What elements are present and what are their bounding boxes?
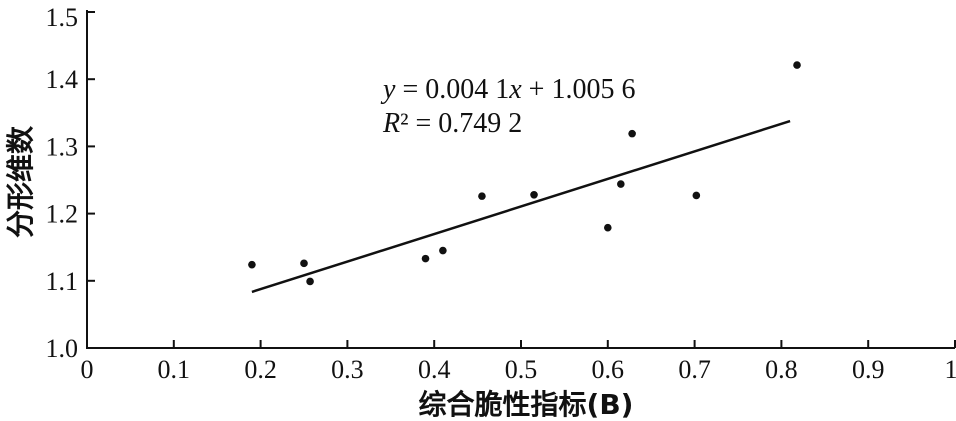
- data-point-5: [439, 246, 447, 255]
- x-tick-label: 0.1: [158, 355, 191, 384]
- x-tick-label: 0.3: [331, 355, 364, 384]
- data-point-11: [692, 191, 701, 200]
- equation-intercept-text: + 1.005 6: [522, 74, 636, 105]
- x-tick-label: 0.9: [852, 355, 885, 384]
- data-point-4: [421, 254, 430, 263]
- r-squared-symbol: R: [382, 108, 400, 139]
- trendline-group: [251, 119, 791, 294]
- data-point-8: [604, 223, 612, 232]
- regression-equation: y = 0.004 1x + 1.005 6: [380, 74, 635, 105]
- data-point-2: [300, 259, 308, 268]
- data-point-7: [530, 190, 538, 199]
- data-points: [248, 61, 801, 286]
- x-tick-label: 0.6: [592, 355, 625, 384]
- data-point-1: [248, 260, 256, 269]
- y-tick-label: 1.2: [46, 200, 79, 229]
- data-point-10: [628, 129, 636, 138]
- x-tick-label: 0.8: [765, 355, 798, 384]
- y-tick-label: 1.0: [46, 334, 79, 363]
- y-axis-ticks: 1.0 1.1 1.2 1.3 1.4 1.5: [46, 3, 95, 363]
- data-point-12: [793, 61, 801, 69]
- x-axis-title: 综合脆性指标(B): [419, 388, 634, 421]
- x-axis-ticks: 0 0.1 0.2 0.3 0.4 0.5 0.6 0.7 0.8 0.9 1: [81, 340, 956, 384]
- r-squared-value: ² = 0.749 2: [400, 108, 522, 139]
- y-tick-label: 1.5: [46, 3, 79, 32]
- equation-slope-text: = 0.004 1: [395, 74, 509, 105]
- x-tick-label: 0.5: [505, 355, 538, 384]
- x-tick-label: 0.2: [244, 355, 277, 384]
- y-tick-label: 1.4: [46, 65, 79, 94]
- y-tick-label: 1.1: [46, 267, 79, 296]
- x-tick-label: 0.4: [418, 355, 451, 384]
- equation-x-symbol: x: [508, 74, 522, 105]
- data-point-9: [617, 180, 625, 188]
- x-tick-label: 1: [945, 355, 956, 384]
- trend-line: [251, 119, 791, 294]
- r-squared-annotation: R² = 0.749 2: [382, 108, 522, 139]
- equation-y-symbol: y: [380, 74, 396, 105]
- x-tick-label: 0: [81, 355, 94, 384]
- data-point-6: [478, 192, 486, 200]
- x-tick-label: 0.7: [678, 355, 711, 384]
- data-point-3: [306, 277, 314, 286]
- y-axis-title: 分形维数: [4, 125, 37, 238]
- y-tick-label: 1.3: [46, 132, 79, 161]
